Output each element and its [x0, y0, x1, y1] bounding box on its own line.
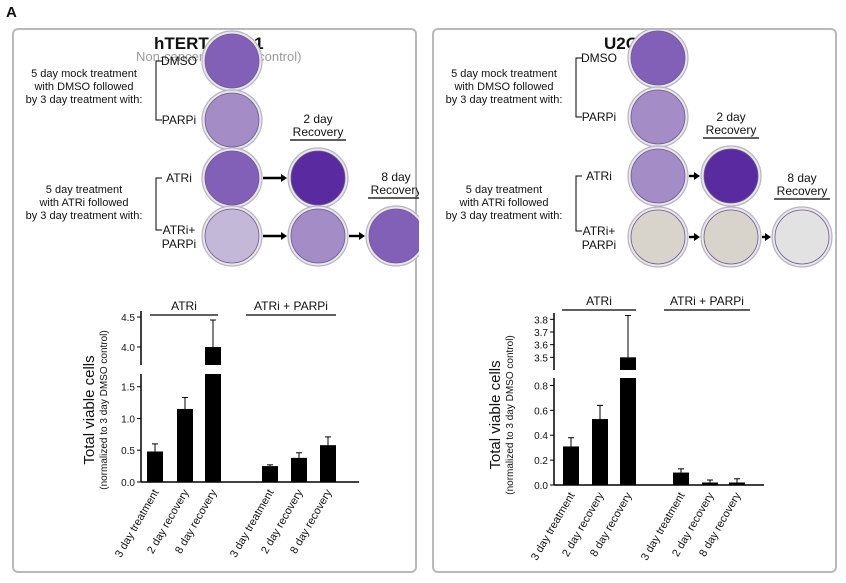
bar	[291, 457, 307, 482]
recovery-2-label: Recovery	[293, 125, 344, 139]
group-label: ATRi	[586, 294, 612, 308]
arrow-head	[694, 233, 700, 241]
row-label-parpi: PARPi	[582, 110, 616, 124]
panel-rpe1: hTERT RPE-1 Non-cancer cell line (contro…	[12, 28, 419, 573]
atri-treatment-text: 5 day treatment	[46, 184, 122, 196]
y-tick-label: 3.5	[534, 353, 548, 364]
y-tick-label: 3.8	[534, 315, 548, 326]
row-label-atri-parpi: PARPi	[162, 237, 196, 251]
atri-treatment-text: 5 day treatment	[466, 184, 542, 196]
bar	[729, 482, 745, 485]
arrow-head	[765, 233, 771, 241]
bar-upper	[620, 357, 636, 370]
plate-well	[204, 33, 260, 89]
y-axis-sublabel: (normalized to 3 day DMSO control)	[99, 330, 110, 490]
arrow-head	[281, 174, 287, 182]
y-tick-label: 3.7	[534, 328, 548, 339]
atri-treatment-text: by 3 day treatment with:	[26, 210, 143, 222]
y-tick-label: 3.6	[534, 341, 548, 352]
bar	[702, 482, 718, 485]
plate-well	[630, 209, 686, 265]
plate-well	[204, 150, 260, 206]
group-label: ATRi + PARPi	[670, 294, 744, 308]
plate-well	[368, 208, 419, 264]
plate-well	[290, 208, 346, 264]
bar	[620, 378, 636, 485]
arrow-head	[359, 232, 365, 240]
bracket	[155, 177, 162, 231]
recovery-2-label: 2 day	[303, 112, 332, 126]
bar	[673, 472, 689, 485]
row-label-atri-parpi: ATRi+	[163, 223, 196, 237]
arrow-head	[694, 172, 700, 180]
recovery-8-label: 8 day	[381, 170, 410, 184]
bar	[205, 374, 221, 482]
mock-treatment-text: by 3 day treatment with:	[446, 94, 563, 106]
plate-well	[630, 30, 686, 86]
bracket	[575, 57, 582, 118]
row-label-atri-parpi: ATRi+	[583, 224, 616, 238]
panel-letter: A	[6, 4, 17, 21]
y-tick-label: 0.0	[534, 481, 548, 492]
row-label-dmso: DMSO	[161, 54, 197, 68]
bracket	[575, 175, 582, 232]
plate-well	[630, 89, 686, 145]
y-tick-label: 0.8	[534, 381, 548, 392]
row-label-atri-parpi: PARPi	[582, 238, 616, 252]
y-axis-label: Total viable cells	[487, 360, 504, 469]
atri-treatment-text: by 3 day treatment with:	[446, 210, 563, 222]
bar	[563, 446, 579, 485]
plate-well	[703, 148, 759, 204]
plate-well	[774, 209, 830, 265]
y-tick-label: 0.5	[121, 446, 135, 457]
atri-treatment-text: with ATRi followed	[38, 197, 128, 209]
atri-treatment-text: with ATRi followed	[458, 197, 548, 209]
y-tick-label: 1.5	[121, 383, 135, 394]
bar	[177, 408, 193, 482]
mock-treatment-text: with DMSO followed	[33, 81, 133, 93]
bar	[262, 466, 278, 482]
y-tick-label: 0.0	[121, 478, 135, 489]
bar	[320, 445, 336, 482]
y-tick-label: 0.4	[534, 431, 548, 442]
recovery-8-label: Recovery	[777, 184, 828, 198]
panel-u2os: U2OS 5 day mock treatment with DMSO follo…	[432, 28, 837, 573]
plate-well	[204, 92, 260, 148]
plate-well	[703, 209, 759, 265]
plate-well	[290, 150, 346, 206]
recovery-2-label: Recovery	[706, 123, 757, 137]
arrow-head	[281, 232, 287, 240]
y-axis-sublabel: (normalized to 3 day DMSO control)	[505, 335, 516, 495]
bar	[592, 419, 608, 485]
recovery-8-label: Recovery	[371, 183, 419, 197]
bar-upper	[205, 347, 221, 365]
row-label-parpi: PARPi	[162, 113, 196, 127]
plate-well	[204, 208, 260, 264]
y-tick-label: 0.2	[534, 456, 548, 467]
bracket	[155, 60, 162, 121]
y-tick-label: 4.0	[121, 343, 135, 354]
y-tick-label: 1.0	[121, 414, 135, 425]
plate-well	[630, 148, 686, 204]
y-axis-label: Total viable cells	[81, 355, 98, 464]
mock-treatment-text: by 3 day treatment with:	[26, 94, 143, 106]
recovery-2-label: 2 day	[716, 110, 745, 124]
y-tick-label: 0.6	[534, 406, 548, 417]
y-tick-label: 4.5	[121, 313, 135, 324]
mock-treatment-text: 5 day mock treatment	[451, 68, 557, 80]
row-label-atri: ATRi	[586, 169, 612, 183]
row-label-dmso: DMSO	[581, 51, 617, 65]
group-label: ATRi + PARPi	[254, 299, 328, 313]
row-label-atri: ATRi	[166, 171, 192, 185]
mock-treatment-text: with DMSO followed	[453, 81, 553, 93]
bar	[147, 451, 163, 482]
group-label: ATRi	[171, 299, 197, 313]
mock-treatment-text: 5 day mock treatment	[31, 68, 137, 80]
recovery-8-label: 8 day	[787, 171, 816, 185]
